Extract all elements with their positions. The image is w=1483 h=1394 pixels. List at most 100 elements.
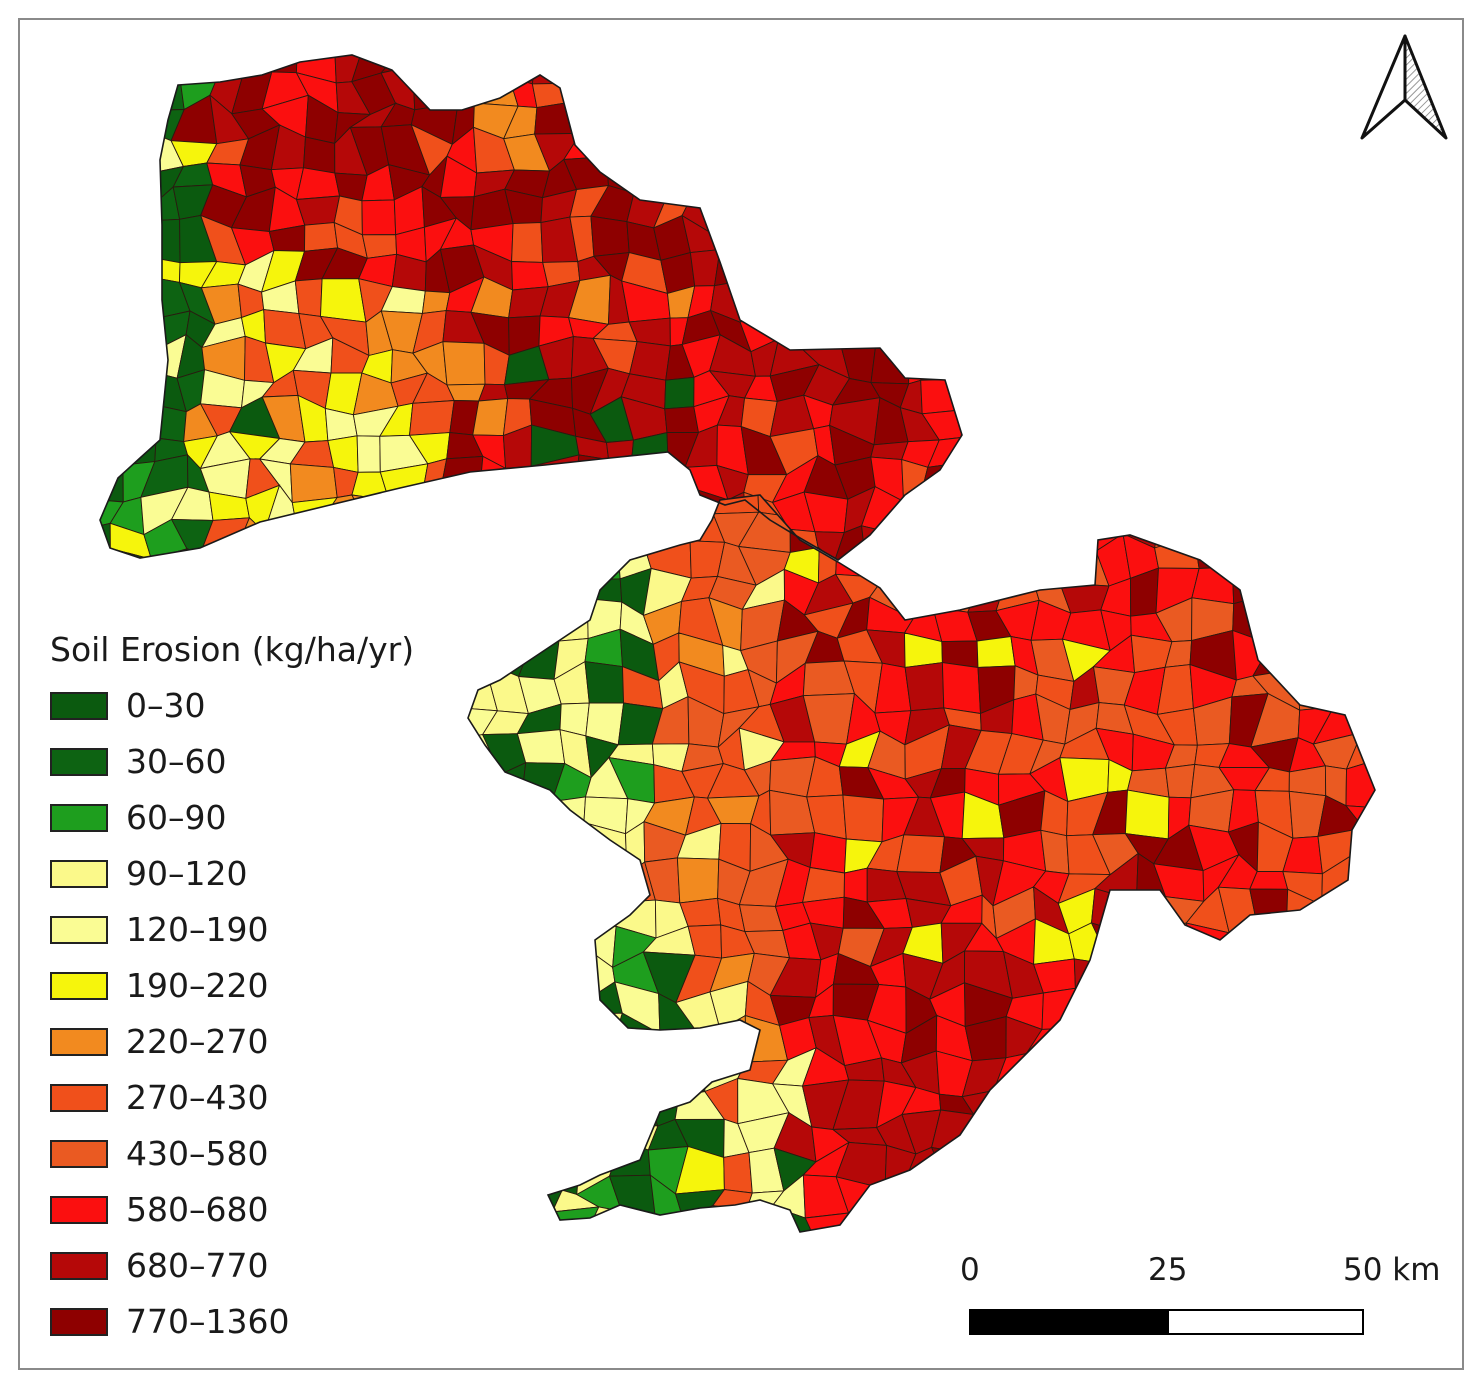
sub-basin [1348, 1144, 1375, 1194]
sub-basin [269, 555, 310, 560]
sub-basin [1193, 1020, 1238, 1056]
sub-basin [1006, 1238, 1034, 1279]
sub-basin [1217, 1185, 1269, 1224]
sub-basin [1292, 1080, 1336, 1130]
sub-basin [633, 168, 667, 199]
sub-basin [426, 579, 461, 624]
sub-basin [100, 250, 119, 283]
sub-basin [1249, 1126, 1294, 1158]
sub-basin [623, 100, 672, 134]
legend-swatch [50, 1028, 108, 1056]
sub-basin [968, 1113, 1003, 1157]
sub-basin [494, 861, 515, 889]
sub-basin [1132, 1178, 1175, 1219]
sub-basin [1128, 949, 1175, 1004]
sub-basin [468, 631, 487, 677]
sub-basin [468, 765, 502, 807]
sub-basin [865, 218, 904, 259]
sub-basin [712, 126, 759, 167]
sub-basin [865, 256, 903, 290]
sub-basin [1289, 1027, 1334, 1063]
sub-basin [682, 1204, 721, 1232]
sub-basin [544, 1078, 590, 1126]
sub-basin [230, 555, 278, 560]
sub-basin [984, 39, 1023, 84]
sub-basin [1153, 863, 1205, 902]
sub-basin [356, 549, 402, 560]
sub-basin [513, 950, 555, 1004]
sub-basin [980, 489, 1024, 516]
sub-basin [902, 104, 932, 132]
sub-basin [773, 105, 817, 138]
sub-basin [834, 307, 878, 338]
north-arrow-icon [1360, 34, 1448, 140]
sub-basin [937, 155, 957, 191]
sub-basin [756, 192, 789, 222]
sub-basin [457, 67, 484, 104]
sub-basin [100, 276, 120, 318]
sub-basin [897, 529, 931, 560]
sub-basin [1058, 495, 1106, 508]
sub-basin [1316, 916, 1369, 963]
sub-basin [897, 550, 940, 560]
sub-basin [1155, 1001, 1205, 1023]
sub-basin [503, 593, 548, 625]
sub-basin [592, 55, 637, 85]
sub-basin [750, 55, 785, 76]
sub-basin [516, 998, 555, 1032]
sub-basin [949, 124, 962, 175]
scale-label-0: 0 [960, 1252, 980, 1288]
sub-basin [993, 1077, 1033, 1132]
sub-basin [503, 554, 548, 560]
sub-basin [1317, 950, 1355, 998]
sub-basin [1184, 1108, 1239, 1163]
sub-basin [100, 214, 120, 264]
sub-basin [468, 1017, 502, 1065]
sub-basin [152, 55, 181, 80]
sub-basin [474, 544, 513, 560]
sub-basin [1252, 629, 1298, 677]
sub-basin [662, 466, 693, 501]
sub-basin [621, 1210, 657, 1232]
sub-basin [270, 576, 301, 611]
sub-basin [468, 532, 489, 579]
sub-basin [1223, 1246, 1254, 1290]
sub-basin [1381, 893, 1417, 939]
sub-basin [351, 494, 390, 535]
sub-basin [873, 186, 904, 225]
sub-basin [1029, 1224, 1062, 1232]
sub-basin [110, 584, 151, 617]
sub-basin [100, 128, 120, 173]
sub-basin [1231, 566, 1258, 605]
sub-basin [901, 247, 935, 290]
sub-basin [1192, 1178, 1238, 1217]
south-region [468, 495, 1421, 1290]
sub-basin [640, 1028, 696, 1059]
sub-basin [1155, 1143, 1194, 1180]
sub-basin [579, 1012, 623, 1055]
sub-basin [1316, 575, 1363, 610]
sub-basin [468, 1060, 503, 1089]
legend-swatch [50, 1196, 108, 1224]
sub-basin [326, 579, 361, 615]
sub-basin [100, 522, 111, 549]
sub-basin [100, 344, 116, 376]
sub-basin [100, 188, 120, 227]
sub-basin [483, 599, 535, 643]
sub-basin [800, 307, 840, 349]
sub-basin [1289, 1220, 1331, 1232]
sub-basin [1248, 495, 1301, 505]
sub-basin [1386, 757, 1421, 809]
legend-swatch [50, 1308, 108, 1336]
sub-basin [580, 1108, 623, 1146]
sub-basin [992, 514, 1043, 554]
sub-basin [888, 83, 934, 106]
sub-basin [1323, 1052, 1355, 1092]
sub-basin [739, 277, 788, 323]
sub-basin [757, 1245, 780, 1280]
sub-basin [936, 1213, 981, 1232]
sub-basin [889, 55, 934, 85]
sub-basin [100, 394, 119, 434]
legend-swatch [50, 972, 108, 1000]
sub-basin [519, 801, 553, 831]
